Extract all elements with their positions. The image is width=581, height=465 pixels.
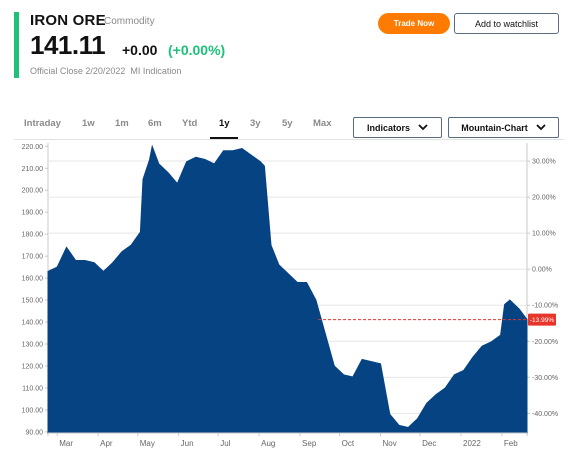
x-tick-label: Jun	[181, 439, 194, 448]
x-tick-label: Oct	[342, 439, 355, 448]
pct-tick-label: 0.00%	[532, 267, 552, 274]
chart-type-dropdown[interactable]: Mountain-Chart	[448, 117, 559, 138]
y-tick-label: 140.00	[22, 320, 44, 327]
pct-tick-label: -20.00%	[532, 339, 558, 346]
pct-tick-label: -30.00%	[532, 375, 558, 382]
x-tick-label: Jul	[220, 439, 230, 448]
y-tick-label: 200.00	[22, 188, 44, 195]
x-tick-label: May	[140, 439, 155, 448]
y-tick-label: 170.00	[22, 254, 44, 261]
quote-price: 141.11	[30, 30, 106, 60]
y-tick-label: 150.00	[22, 298, 44, 305]
range-tab-intraday[interactable]: Intraday	[24, 118, 61, 129]
pct-marker-label: -13.99%	[530, 317, 554, 324]
range-tab-3y[interactable]: 3y	[250, 118, 261, 129]
pct-tick-label: 20.00%	[532, 195, 556, 202]
range-tab-5y[interactable]: 5y	[282, 118, 293, 129]
pct-marker-badge	[528, 313, 556, 326]
pct-tick-label: -40.00%	[532, 411, 558, 418]
x-tick-label: Feb	[504, 439, 518, 448]
y-tick-label: 100.00	[22, 407, 44, 414]
y-tick-label: 110.00	[22, 385, 43, 392]
y-tick-label: 120.00	[22, 363, 44, 370]
y-tick-label: 160.00	[22, 276, 44, 283]
range-tab-ytd[interactable]: Ytd	[182, 118, 198, 129]
indicators-dropdown[interactable]: Indicators	[353, 117, 442, 138]
chart-type-label: Mountain-Chart	[461, 122, 528, 133]
quote-close-info: Official Close 2/20/2022 MI Indication	[30, 66, 181, 76]
x-tick-label: Sep	[302, 439, 317, 448]
y-tick-label: 190.00	[22, 210, 44, 217]
chevron-down-icon	[536, 124, 546, 131]
range-tab-1m[interactable]: 1m	[115, 118, 129, 129]
add-to-watchlist-button[interactable]: Add to watchlist	[454, 13, 559, 34]
y-tick-label: 220.00	[22, 144, 44, 151]
y-tick-label: 130.00	[22, 342, 44, 349]
quote-type: Commodity	[104, 16, 155, 27]
quote-change: +0.00	[122, 42, 158, 58]
active-range-indicator	[210, 137, 238, 139]
close-source-label: MI Indication	[130, 66, 182, 76]
price-area-series	[47, 144, 528, 434]
y-tick-label: 90.00	[25, 429, 43, 436]
x-tick-label: Dec	[422, 439, 436, 448]
pct-tick-label: -10.00%	[532, 303, 558, 310]
trade-now-button[interactable]: Trade Now	[378, 13, 450, 34]
x-tick-label: Apr	[100, 439, 113, 448]
x-tick-label: 2022	[463, 439, 481, 448]
range-tab-6m[interactable]: 6m	[148, 118, 162, 129]
x-tick-label: Nov	[383, 439, 397, 448]
x-tick-label: Mar	[59, 439, 73, 448]
quote-name: IRON ORE	[30, 12, 106, 29]
y-tick-label: 210.00	[22, 166, 44, 173]
quote-accent-bar	[14, 12, 19, 78]
close-date-label: Official Close 2/20/2022	[30, 66, 126, 76]
quote-change-pct: (+0.00%)	[168, 42, 226, 58]
range-tabs-divider	[14, 139, 564, 140]
pct-tick-label: 30.00%	[532, 159, 556, 166]
range-tab-1y[interactable]: 1y	[219, 118, 230, 129]
pct-tick-label: 10.00%	[532, 231, 556, 238]
range-tab-1w[interactable]: 1w	[82, 118, 95, 129]
y-tick-label: 180.00	[22, 232, 44, 239]
x-tick-label: Aug	[261, 439, 275, 448]
range-tab-max[interactable]: Max	[313, 118, 332, 129]
indicators-label: Indicators	[366, 122, 410, 133]
chevron-down-icon	[418, 124, 428, 131]
